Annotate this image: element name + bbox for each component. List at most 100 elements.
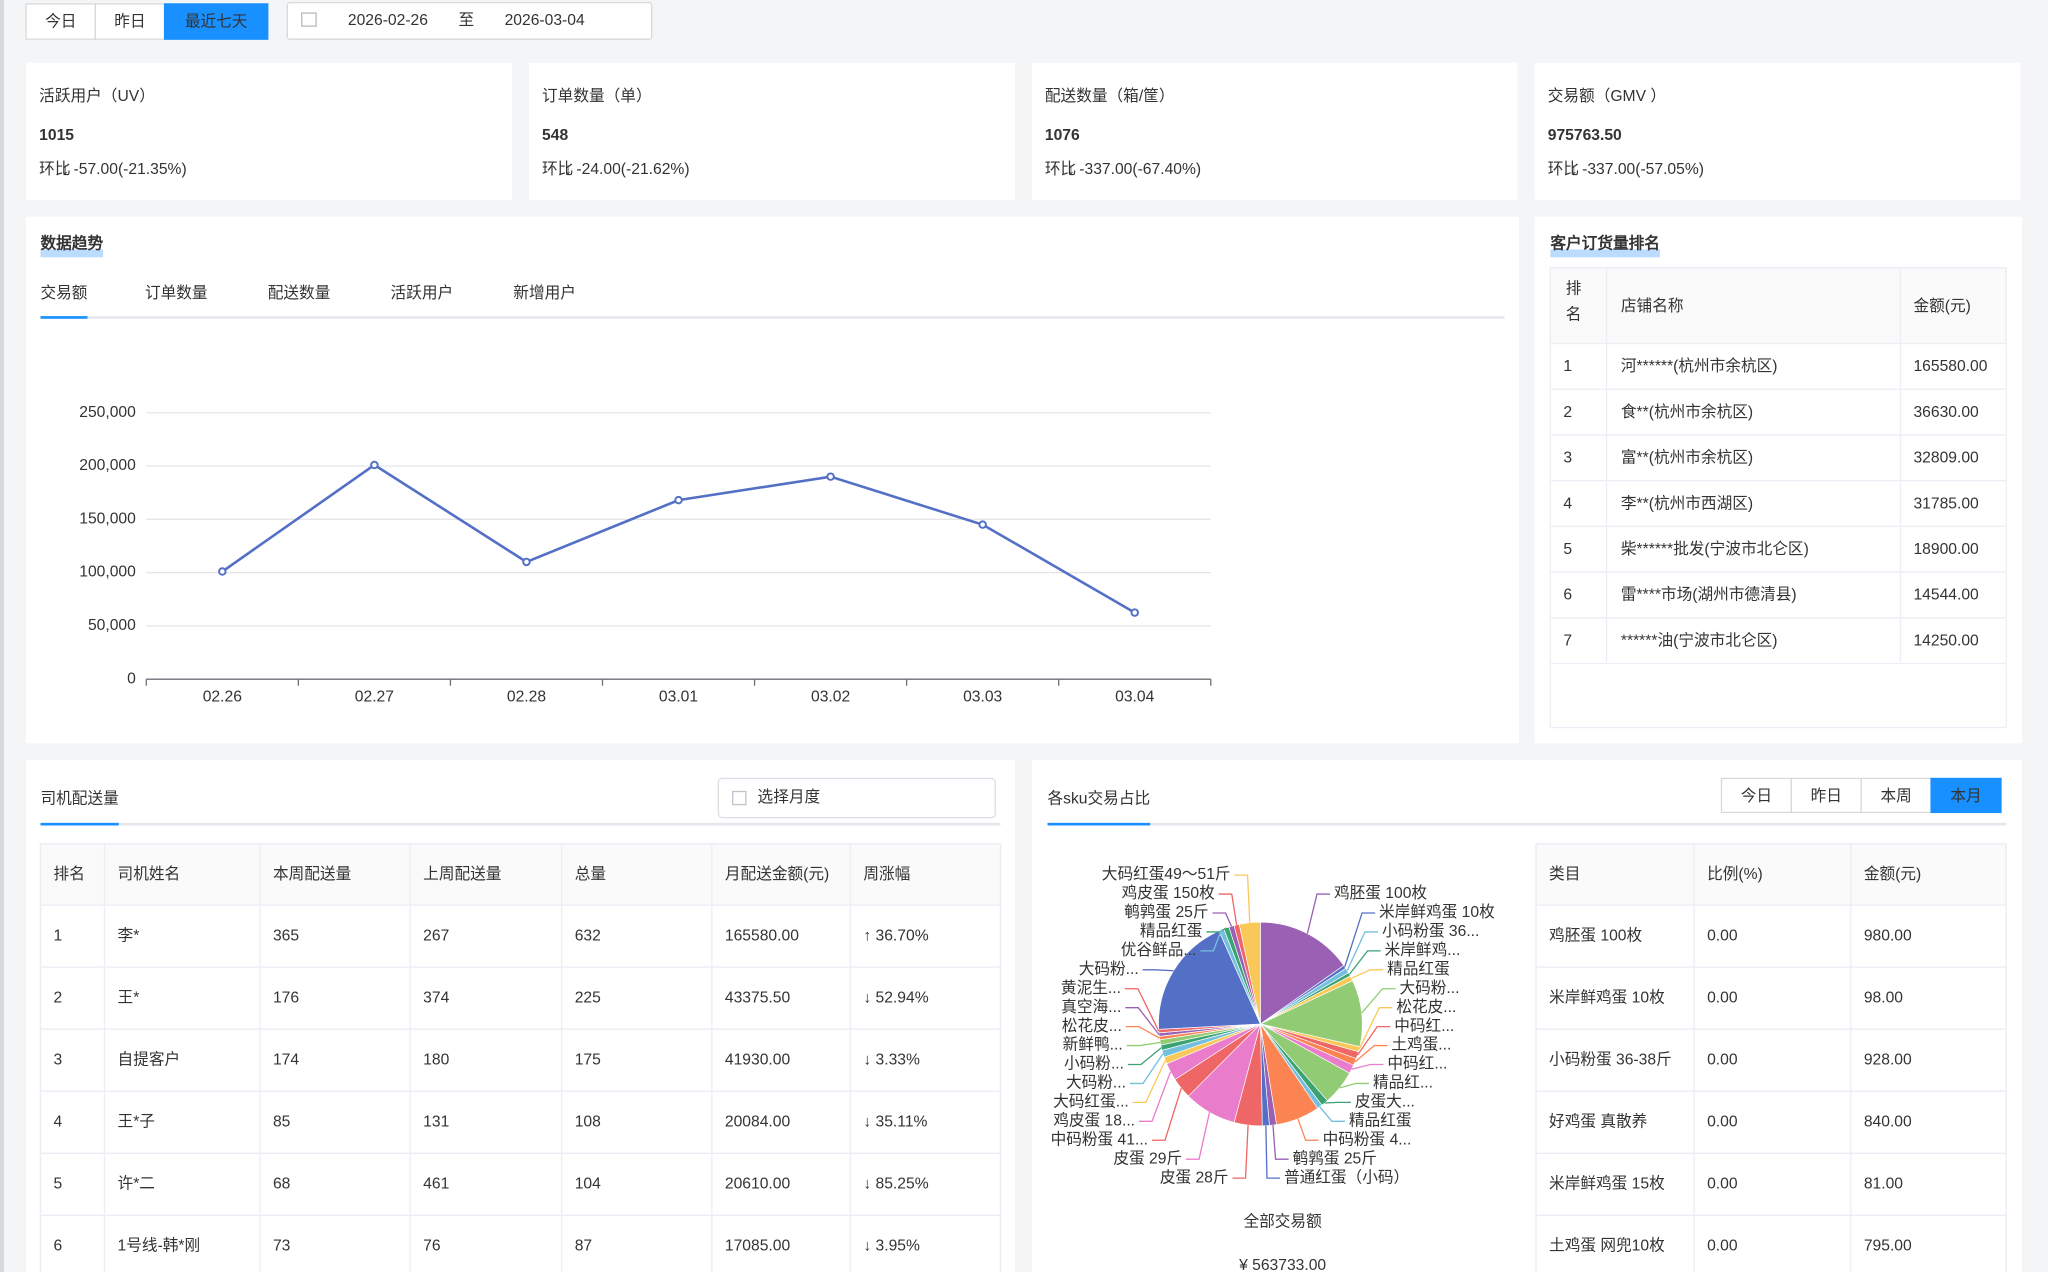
slice-label: 松花皮... [1062, 1017, 1122, 1035]
cell: 795.00 [1864, 1238, 1912, 1255]
cell: 2 [54, 989, 63, 1006]
tab[interactable]: 新增用户 [513, 284, 576, 302]
cell: 许*二 [118, 1174, 155, 1192]
slice-label: 土鸡蛋... [1391, 1036, 1451, 1054]
cell: 980.00 [1864, 927, 1912, 944]
leader-line [1212, 912, 1233, 927]
x-tick-label: 03.03 [963, 689, 1002, 706]
leader-line [1218, 893, 1238, 926]
slice-label: 小码粉蛋 36... [1382, 922, 1479, 940]
cell: 176 [273, 989, 299, 1006]
x-tick-label: 02.28 [507, 689, 546, 706]
slice-label: 中码红... [1387, 1055, 1447, 1073]
month-picker[interactable] [717, 777, 996, 819]
range-button[interactable] [163, 3, 269, 40]
cell: 36630.00 [1913, 404, 1979, 421]
pie-total: ¥ 563733.00 [1238, 1257, 1326, 1272]
month-placeholder[interactable]: 选择月度 [758, 788, 821, 806]
leader-line [1344, 912, 1376, 968]
y-tick-label: 200,000 [79, 457, 136, 474]
table-row [39, 1028, 1002, 1092]
cell: 20610.00 [725, 1175, 791, 1192]
cell: 小码粉蛋 36-38斤 [1549, 1050, 1672, 1068]
title-highlight [1550, 249, 1660, 258]
slice-label: 大码粉... [1066, 1074, 1126, 1092]
pie-slice [1158, 930, 1261, 1030]
column-header: 月配送金额(元) [725, 865, 829, 883]
leader-line [1319, 1106, 1345, 1122]
range-button[interactable] [1930, 777, 2002, 814]
cell: 0.00 [1707, 1113, 1738, 1130]
stat-change-label: 环比 [1548, 160, 1579, 178]
slice-label: 皮蛋 29斤 [1113, 1149, 1182, 1167]
cell: 0.00 [1707, 1175, 1738, 1192]
range-button-label[interactable]: 最近七天 [185, 12, 248, 30]
slice-label: 精品红蛋 [1387, 960, 1450, 978]
stat-card [1031, 62, 1518, 200]
x-tick-label: 03.04 [1115, 689, 1154, 706]
slice-label: 大码红蛋49～51斤 [1102, 865, 1231, 883]
stat-value: 1015 [39, 127, 74, 144]
panel-title: 客户订货量排名 [1550, 233, 1660, 252]
range-button[interactable] [1790, 777, 1862, 814]
range-button-label[interactable]: 本周 [1881, 787, 1912, 805]
tab[interactable]: 交易额 [40, 284, 87, 302]
stat-title: 活跃用户（UV） [39, 87, 155, 105]
cell: 3 [54, 1051, 63, 1068]
stat-change-label: 环比 [39, 160, 70, 178]
cell: 鸡胚蛋 100枚 [1549, 926, 1642, 944]
cell: 米岸鲜鸡蛋 15枚 [1549, 1174, 1665, 1192]
slice-label: 黄泥生... [1061, 979, 1121, 997]
calendar-icon [301, 12, 317, 27]
stat-change: ↓ -24.00(-21.62%) [564, 161, 689, 178]
cell: 0.00 [1707, 989, 1738, 1006]
range-button-label[interactable]: 今日 [1741, 787, 1772, 805]
leader-line [1126, 1041, 1161, 1047]
slice-label: 皮蛋 28斤 [1160, 1168, 1229, 1186]
cell: 0.00 [1707, 1238, 1738, 1255]
slice-label: 优谷鲜品... [1121, 941, 1197, 959]
slice-label: 新鲜鸭... [1063, 1036, 1123, 1054]
leader-line [1346, 931, 1379, 971]
tab[interactable]: 订单数量 [145, 284, 208, 302]
range-button-label[interactable]: 本月 [1950, 787, 1981, 805]
stat-change: ↓ -57.00(-21.35%) [61, 161, 186, 178]
date-range-picker[interactable] [286, 1, 653, 40]
point [522, 557, 531, 567]
leader-line [1297, 1118, 1319, 1141]
slice-label: 大码粉... [1399, 979, 1459, 997]
range-button-label[interactable]: 今日 [45, 12, 76, 30]
tab[interactable]: 活跃用户 [391, 284, 454, 302]
cell: 1 [1563, 358, 1572, 375]
cell: 土鸡蛋 网兜10枚 [1549, 1237, 1665, 1255]
range-button[interactable] [94, 3, 166, 40]
table-row [1535, 966, 2007, 1030]
tab[interactable]: 配送数量 [268, 284, 331, 302]
table-row [39, 1090, 1002, 1154]
y-tick-label: 50,000 [88, 617, 136, 634]
range-button-label[interactable]: 昨日 [114, 12, 145, 30]
cell: 76 [423, 1238, 441, 1255]
panel-title: 各sku交易占比 [1048, 789, 1151, 807]
stat-title: 配送数量（箱/筐） [1045, 87, 1175, 105]
leader-line [1232, 1125, 1249, 1179]
range-button-label[interactable]: 昨日 [1811, 787, 1842, 805]
stat-change: ↓ -337.00(-67.40%) [1067, 161, 1201, 178]
cell: 米岸鲜鸡蛋 10枚 [1549, 988, 1665, 1006]
leader-line [1265, 1125, 1281, 1179]
leader-line [1206, 927, 1227, 933]
stat-change-label: 环比 [1045, 160, 1076, 178]
cell: 好鸡蛋 真散养 [1549, 1112, 1648, 1130]
cell: 3 [1563, 450, 1572, 467]
cell: ↓ 85.25% [863, 1175, 928, 1192]
x-tick-label: 02.27 [355, 689, 394, 706]
range-button[interactable] [1720, 777, 1793, 814]
range-button[interactable] [1860, 777, 1932, 814]
cell: ↓ 35.11% [863, 1113, 927, 1130]
leader-line [1138, 1071, 1172, 1122]
slice-label: 小码粉... [1064, 1055, 1124, 1073]
leader-line [1132, 1060, 1166, 1104]
slice-label: 中码粉蛋 4... [1323, 1130, 1412, 1148]
range-button[interactable] [25, 3, 97, 40]
cell: 雷****市场(湖州市德清县) [1621, 586, 1797, 604]
